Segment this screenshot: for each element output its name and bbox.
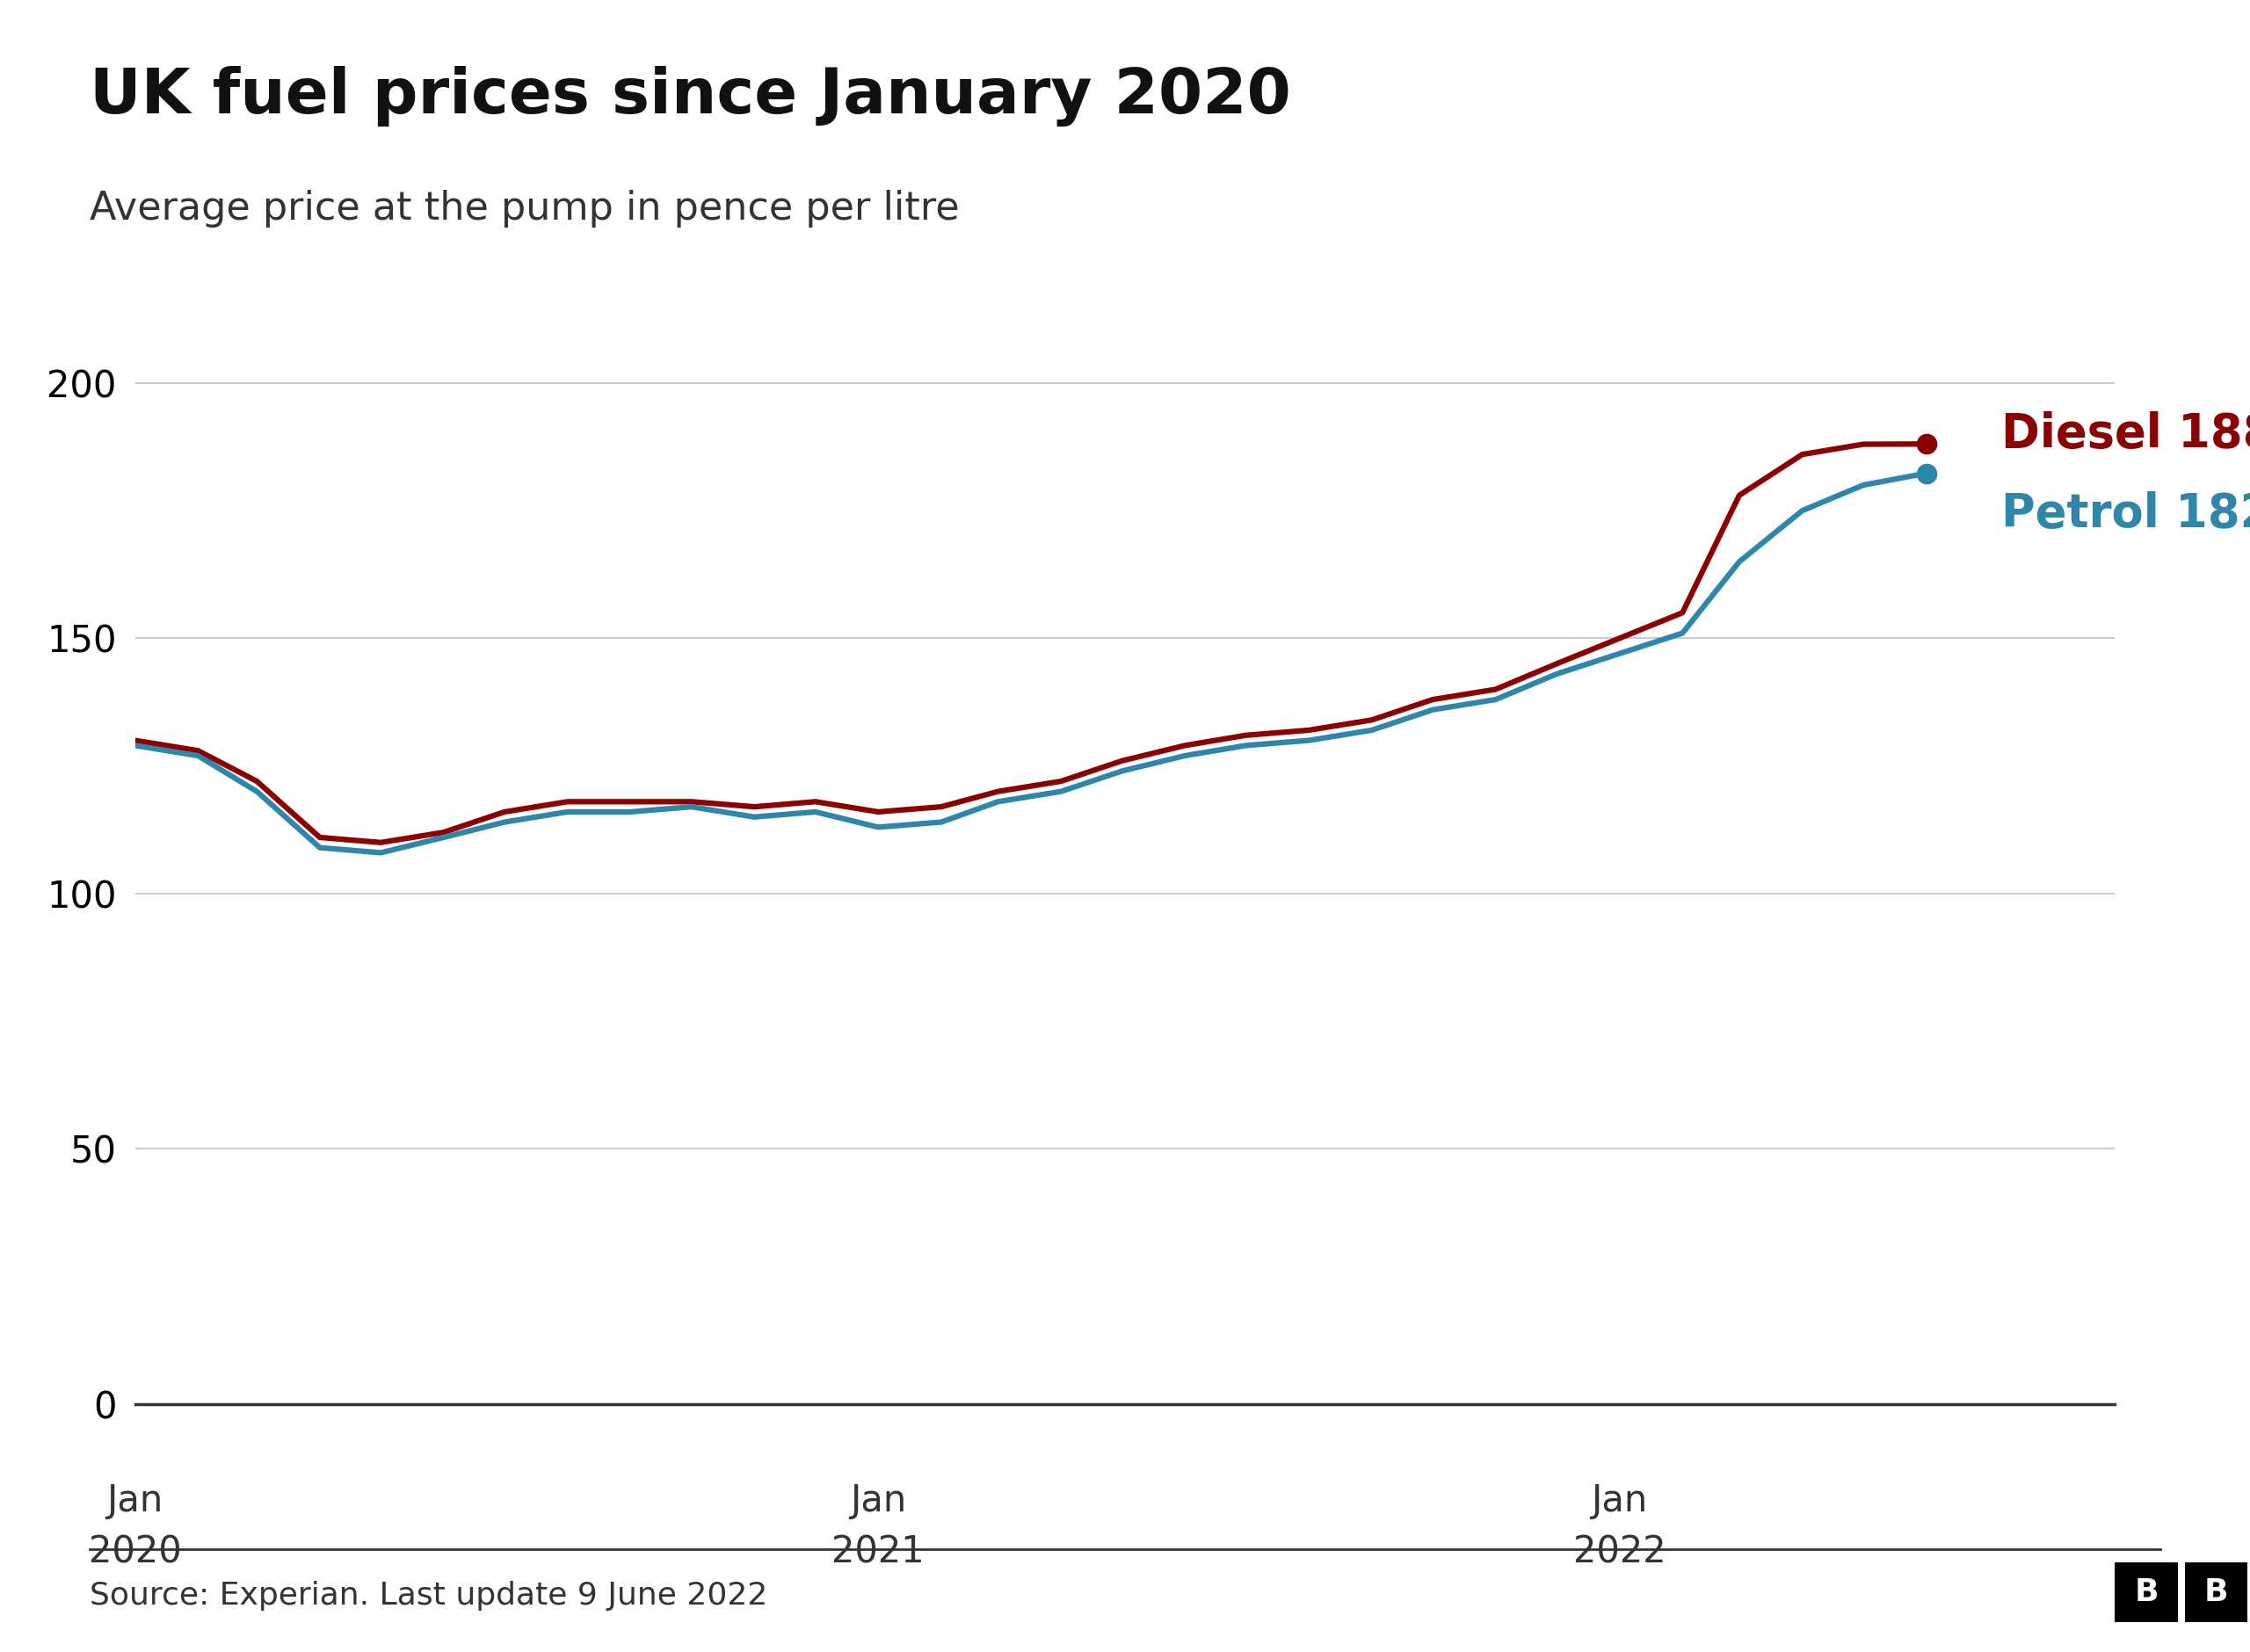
Text: UK fuel prices since January 2020: UK fuel prices since January 2020 (90, 66, 1291, 127)
Text: B: B (2135, 1578, 2158, 1607)
Text: Jan: Jan (1591, 1483, 1647, 1520)
Text: Average price at the pump in pence per litre: Average price at the pump in pence per l… (90, 190, 961, 228)
Text: 2022: 2022 (1573, 1533, 1665, 1571)
Text: 2020: 2020 (88, 1533, 182, 1571)
Text: Jan: Jan (850, 1483, 907, 1520)
Text: Petrol 182.31p: Petrol 182.31p (2002, 491, 2250, 537)
Text: 2021: 2021 (832, 1533, 925, 1571)
Text: Source: Experian. Last update 9 June 2022: Source: Experian. Last update 9 June 202… (90, 1581, 767, 1611)
Text: Diesel 188.05p: Diesel 188.05p (2002, 411, 2250, 456)
Text: Jan: Jan (106, 1483, 164, 1520)
Text: B: B (2205, 1578, 2228, 1607)
